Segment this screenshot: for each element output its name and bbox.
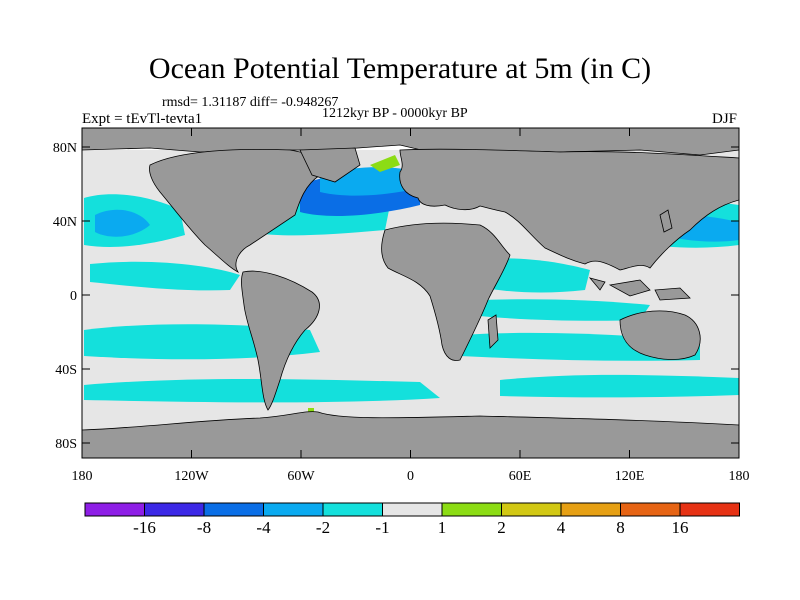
warming-anomaly-spot (308, 408, 314, 412)
colorbar-swatch (679, 502, 740, 517)
colorbar-swatch (501, 502, 562, 517)
colorbar-label: 1 (438, 518, 447, 537)
experiment-label: Expt = tEvTl-tevta1 (82, 111, 203, 127)
rmsd-diff-stats: rmsd= 1.31187 diff= -0.948267 (162, 95, 339, 110)
map-title: Ocean Potential Temperature at 5m (in C) (148, 52, 652, 85)
x-axis-labels: 180 120W 60W 0 60E 120E 180 (72, 469, 750, 484)
north-america (149, 148, 325, 273)
colorbar-label: 2 (497, 518, 506, 537)
x-label-120e: 120E (615, 469, 645, 484)
colorbar-swatch (144, 502, 205, 517)
x-label-60w: 60W (287, 469, 315, 484)
antarctica (82, 411, 739, 458)
land-masses (82, 128, 739, 458)
colorbar-label: 4 (557, 518, 566, 537)
colorbar-swatch (203, 502, 264, 517)
eurasia (399, 148, 739, 271)
y-label-40n: 40N (53, 215, 77, 230)
y-label-40s: 40S (55, 363, 77, 378)
maritime-continent (588, 277, 691, 301)
warming-anomaly-spot (370, 155, 400, 172)
colorbar-label: -8 (197, 518, 211, 537)
australia (619, 310, 701, 360)
south-america (241, 270, 320, 411)
greenland (299, 147, 361, 183)
madagascar (487, 314, 499, 349)
colorbar-swatch (263, 502, 324, 517)
y-label-80n: 80N (53, 141, 77, 156)
y-axis-ticks (82, 146, 739, 444)
x-label-60e: 60E (509, 469, 532, 484)
map-area (82, 128, 739, 458)
season-label: DJF (712, 111, 738, 127)
africa (381, 222, 511, 361)
colorbar-label: -16 (133, 518, 156, 537)
colorbar-label: 16 (672, 518, 689, 537)
colorbar-swatch (620, 502, 681, 517)
x-label-180w: 180 (72, 469, 93, 484)
colorbar-label: 8 (616, 518, 625, 537)
x-axis-ticks (81, 128, 740, 458)
x-label-120w: 120W (174, 469, 209, 484)
colorbar-label: -1 (375, 518, 389, 537)
colorbar (84, 502, 740, 517)
x-label-0: 0 (407, 469, 414, 484)
japan (659, 209, 673, 233)
colorbar-label: -4 (256, 518, 271, 537)
colorbar-swatch (382, 502, 443, 517)
colorbar-labels: -16 -8 -4 -2 -1 1 2 4 8 16 (133, 518, 688, 537)
colorbar-label: -2 (316, 518, 330, 537)
x-label-180e: 180 (729, 469, 750, 484)
y-label-0: 0 (70, 289, 77, 304)
y-label-80s: 80S (55, 437, 77, 452)
colorbar-swatch (84, 502, 145, 517)
time-period: 1212kyr BP - 0000kyr BP (322, 106, 468, 121)
colorbar-swatch (322, 502, 383, 517)
y-axis-labels: 80N 40N 0 40S 80S (53, 141, 77, 452)
colorbar-swatch (560, 502, 621, 517)
colorbar-swatch (441, 502, 502, 517)
